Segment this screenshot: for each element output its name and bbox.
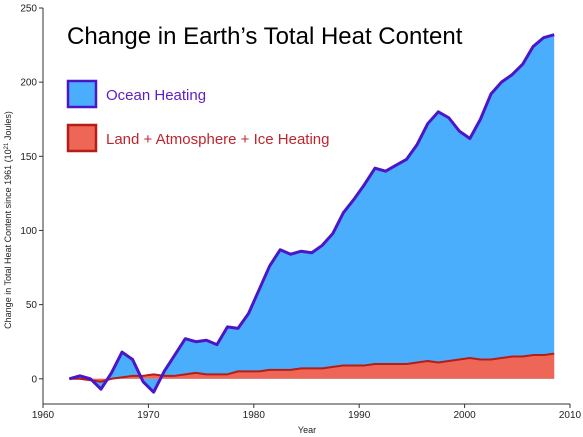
axes-layer: 0 50 100 150 200 250 1960 1970 1980 1990 2000 2010 [20,4,581,422]
chart-title: Change in Earth’s Total Heat Content [67,23,463,50]
y-axis-title: Change in Total Heat Content since 1961 … [3,111,13,329]
ocean-heating-area [69,34,555,393]
series-layer [68,33,555,394]
y-tick-label: 50 [26,300,38,311]
land-atmosphere-ice-heating-area [69,353,555,382]
ocean-heating-line [68,33,555,394]
legend-label-land-atmosphere-ice-heating: Land + Atmosphere + Ice Heating [106,131,329,148]
x-tick-label: 2010 [559,410,582,421]
x-tick-label: 1970 [137,410,160,421]
legend: Ocean Heating Land + Atmosphere + Ice Hea… [66,79,329,153]
x-axis-title: Year [298,425,316,435]
x-tick-label: 1980 [243,410,266,421]
legend-swatch-ocean-heating [66,79,98,109]
legend-label-ocean-heating: Ocean Heating [106,87,206,104]
x-tick-label: 1960 [32,410,55,421]
y-tick-label: 250 [20,4,37,15]
x-tick-label: 1990 [348,410,371,421]
y-tick-label: 200 [20,78,37,89]
x-tick-label: 2000 [453,410,476,421]
y-tick-label: 150 [20,152,37,163]
y-tick-label: 0 [31,374,37,385]
land-atmosphere-ice-heating-line [69,352,555,383]
y-tick-label: 100 [20,226,37,237]
legend-swatch-land-atmosphere-ice-heating [66,123,98,153]
